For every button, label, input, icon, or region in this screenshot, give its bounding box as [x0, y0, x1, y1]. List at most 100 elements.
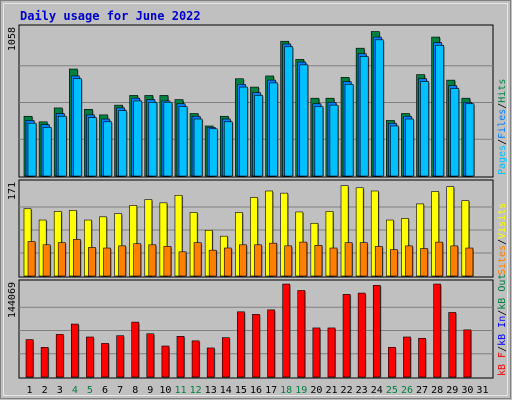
- bar-visits-day-24: [370, 190, 379, 277]
- x-tick-label-day-23: 23: [356, 385, 368, 396]
- legend-entry: kB Out: [497, 274, 508, 310]
- x-tick-label-day-16: 16: [250, 385, 262, 396]
- bar-sites-day-18: [284, 245, 293, 277]
- bar-pages-day-7: [118, 110, 127, 177]
- bar-sites-day-17: [269, 242, 277, 277]
- bar-sites-day-5: [88, 247, 96, 277]
- bar-kb-f-day-6: [101, 343, 109, 378]
- legend-entry: /: [497, 310, 508, 316]
- x-tick-label-day-13: 13: [205, 385, 217, 396]
- bar-sites-day-16: [254, 244, 262, 277]
- bar-pages-day-24: [374, 39, 384, 177]
- x-tick-label-day-11: 11: [174, 385, 186, 396]
- bar-pages-day-17: [269, 82, 278, 177]
- bar-kb-f-day-11: [176, 336, 185, 378]
- bar-sites-day-14: [223, 247, 232, 277]
- panel-middle: 171 Sites/Visits: [7, 179, 508, 278]
- bar-visits-day-23: [355, 187, 364, 277]
- x-tick-label-day-3: 3: [57, 385, 63, 396]
- panel-max-label: 171: [7, 182, 18, 200]
- bar-pages-day-27: [420, 81, 429, 177]
- bar-pages-day-10: [163, 102, 173, 177]
- bar-sites-day-19: [299, 241, 308, 277]
- bar-visits-day-15: [235, 212, 243, 277]
- bar-kb-f-day-14: [221, 337, 230, 378]
- x-tick-label-day-26: 26: [401, 385, 413, 396]
- bar-kb-f-day-3: [55, 334, 64, 378]
- bar-kb-f-day-28: [433, 283, 442, 378]
- bar-pages-day-28: [435, 45, 445, 177]
- bar-kb-f-day-9: [146, 333, 155, 378]
- bar-pages-day-15: [239, 86, 248, 177]
- bar-pages-day-9: [148, 102, 158, 177]
- bar-sites-day-13: [208, 249, 217, 277]
- bar-sites-day-9: [148, 244, 157, 277]
- legend-entry: Visits: [497, 203, 508, 239]
- x-tick-label-day-2: 2: [42, 385, 48, 396]
- bar-pages-day-11: [178, 106, 188, 177]
- chart-panels: 1058Pages/Files/Hits171Sites/Visits14406…: [7, 24, 508, 379]
- bar-sites-day-30: [465, 247, 474, 277]
- bar-sites-day-25: [390, 249, 398, 277]
- bar-sites-day-20: [314, 245, 323, 277]
- bar-kb-f-day-18: [282, 283, 291, 378]
- bar-sites-day-23: [359, 242, 368, 277]
- x-tick-label-day-25: 25: [386, 385, 398, 396]
- bar-pages-day-29: [450, 88, 460, 177]
- panel-legend: Sites/Visits: [497, 203, 508, 275]
- bar-kb-f-day-8: [131, 321, 140, 378]
- bar-pages-day-6: [103, 121, 112, 177]
- x-tick-label-day-31: 31: [476, 385, 488, 396]
- bar-pages-day-23: [359, 56, 369, 177]
- bar-pages-day-25: [390, 125, 399, 177]
- bar-pages-day-4: [72, 78, 82, 177]
- bar-pages-day-3: [57, 115, 67, 177]
- bar-sites-day-1: [27, 241, 36, 277]
- bar-kb-f-day-26: [403, 336, 411, 378]
- bar-sites-day-24: [374, 246, 383, 277]
- bar-sites-day-4: [72, 239, 81, 277]
- bar-kb-f-day-27: [418, 337, 426, 378]
- bar-pages-day-21: [329, 104, 339, 177]
- x-tick-label-day-29: 29: [446, 385, 458, 396]
- bar-kb-f-day-2: [40, 347, 49, 378]
- bar-pages-day-2: [42, 127, 52, 177]
- bar-visits-day-28: [431, 191, 440, 277]
- bar-sites-day-12: [193, 242, 202, 277]
- bar-visits-day-16: [250, 197, 258, 277]
- x-tick-label-day-4: 4: [72, 385, 78, 396]
- legend-entry: Files: [497, 109, 508, 139]
- bar-visits-day-27: [416, 203, 424, 277]
- bar-sites-day-6: [103, 247, 111, 277]
- legend-entry: /: [497, 346, 508, 352]
- bar-kb-f-day-29: [448, 312, 457, 378]
- bar-pages-day-5: [88, 117, 97, 177]
- bar-kb-f-day-15: [237, 311, 245, 378]
- x-tick-label-day-7: 7: [117, 385, 123, 396]
- legend-entry: Pages: [497, 145, 508, 175]
- bar-pages-day-8: [133, 100, 143, 177]
- bar-kb-f-day-22: [342, 294, 351, 378]
- bar-sites-day-27: [420, 248, 428, 277]
- x-tick-label-day-24: 24: [371, 385, 383, 396]
- bar-visits-day-8: [129, 205, 138, 277]
- x-tick-label-day-21: 21: [325, 385, 337, 396]
- bar-pages-day-16: [254, 95, 263, 177]
- bar-kb-f-day-4: [70, 323, 79, 378]
- bar-pages-day-13: [208, 128, 218, 177]
- bar-sites-day-2: [42, 244, 51, 277]
- bar-pages-day-22: [344, 83, 354, 177]
- x-tick-label-day-6: 6: [102, 385, 108, 396]
- bar-pages-day-19: [299, 64, 309, 177]
- bar-kb-f-day-12: [191, 340, 200, 378]
- legend-entry: Sites: [497, 245, 508, 275]
- bar-visits-day-17: [265, 190, 273, 277]
- x-tick-label-day-18: 18: [280, 385, 292, 396]
- bar-kb-f-day-7: [116, 335, 124, 378]
- legend-entry: kB F: [497, 352, 508, 376]
- bar-visits-day-18: [280, 192, 289, 277]
- bar-kb-f-day-23: [357, 292, 366, 378]
